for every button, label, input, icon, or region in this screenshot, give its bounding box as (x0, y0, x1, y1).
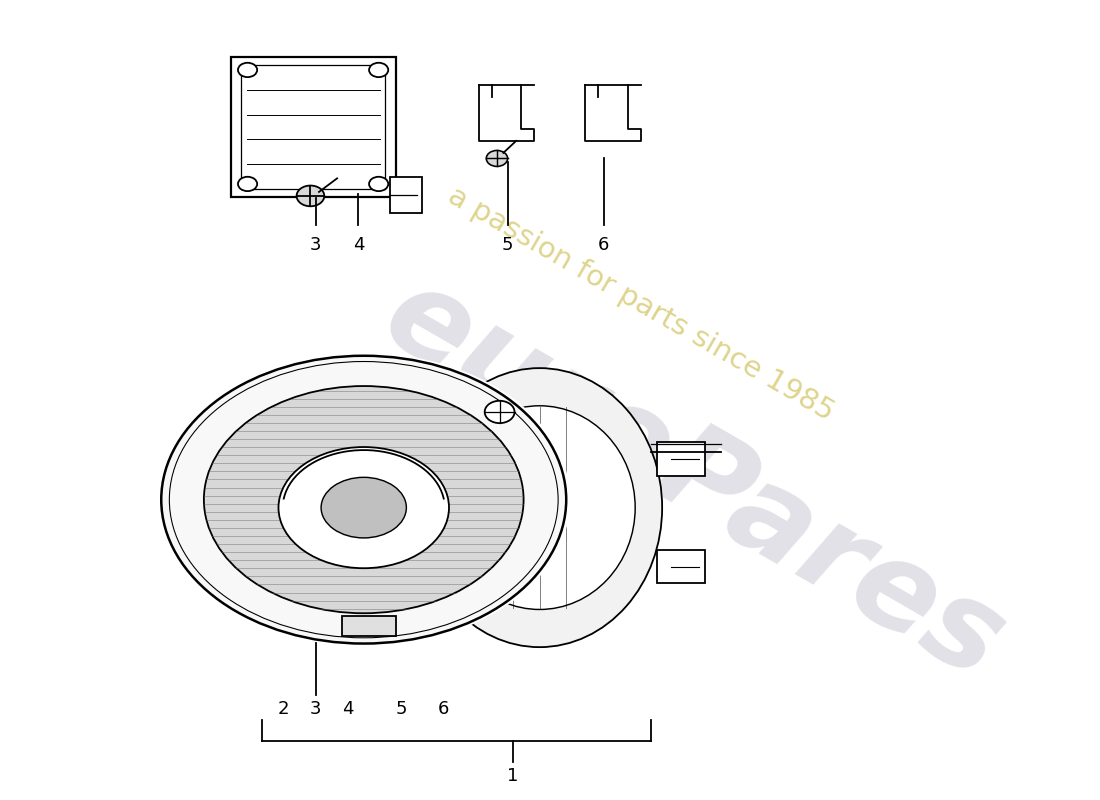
Text: 3: 3 (310, 699, 321, 718)
Circle shape (486, 150, 507, 166)
Bar (241, 65, 385, 189)
Text: 4: 4 (353, 235, 364, 254)
Bar (231, 57, 396, 197)
Circle shape (238, 177, 257, 191)
Bar (657, 550, 705, 583)
Text: euroPares: euroPares (364, 255, 1024, 704)
Ellipse shape (417, 368, 662, 647)
Text: a passion for parts since 1985: a passion for parts since 1985 (443, 182, 838, 426)
Circle shape (238, 62, 257, 77)
Text: 3: 3 (310, 235, 321, 254)
Text: 5: 5 (502, 235, 514, 254)
Ellipse shape (417, 368, 662, 647)
Text: 4: 4 (342, 699, 353, 718)
Text: 6: 6 (438, 699, 450, 718)
Text: 6: 6 (597, 235, 609, 254)
Circle shape (485, 401, 515, 423)
Circle shape (370, 62, 388, 77)
Ellipse shape (204, 386, 524, 614)
Bar (342, 616, 396, 635)
Text: 2: 2 (278, 699, 289, 718)
Text: 1: 1 (507, 767, 518, 786)
Ellipse shape (278, 447, 449, 568)
Text: 5: 5 (395, 699, 407, 718)
Ellipse shape (444, 406, 635, 610)
Ellipse shape (321, 478, 406, 538)
Ellipse shape (157, 353, 570, 646)
Circle shape (370, 177, 388, 191)
Bar (657, 442, 705, 476)
Ellipse shape (162, 356, 566, 643)
Circle shape (297, 186, 324, 206)
Bar (390, 177, 422, 213)
